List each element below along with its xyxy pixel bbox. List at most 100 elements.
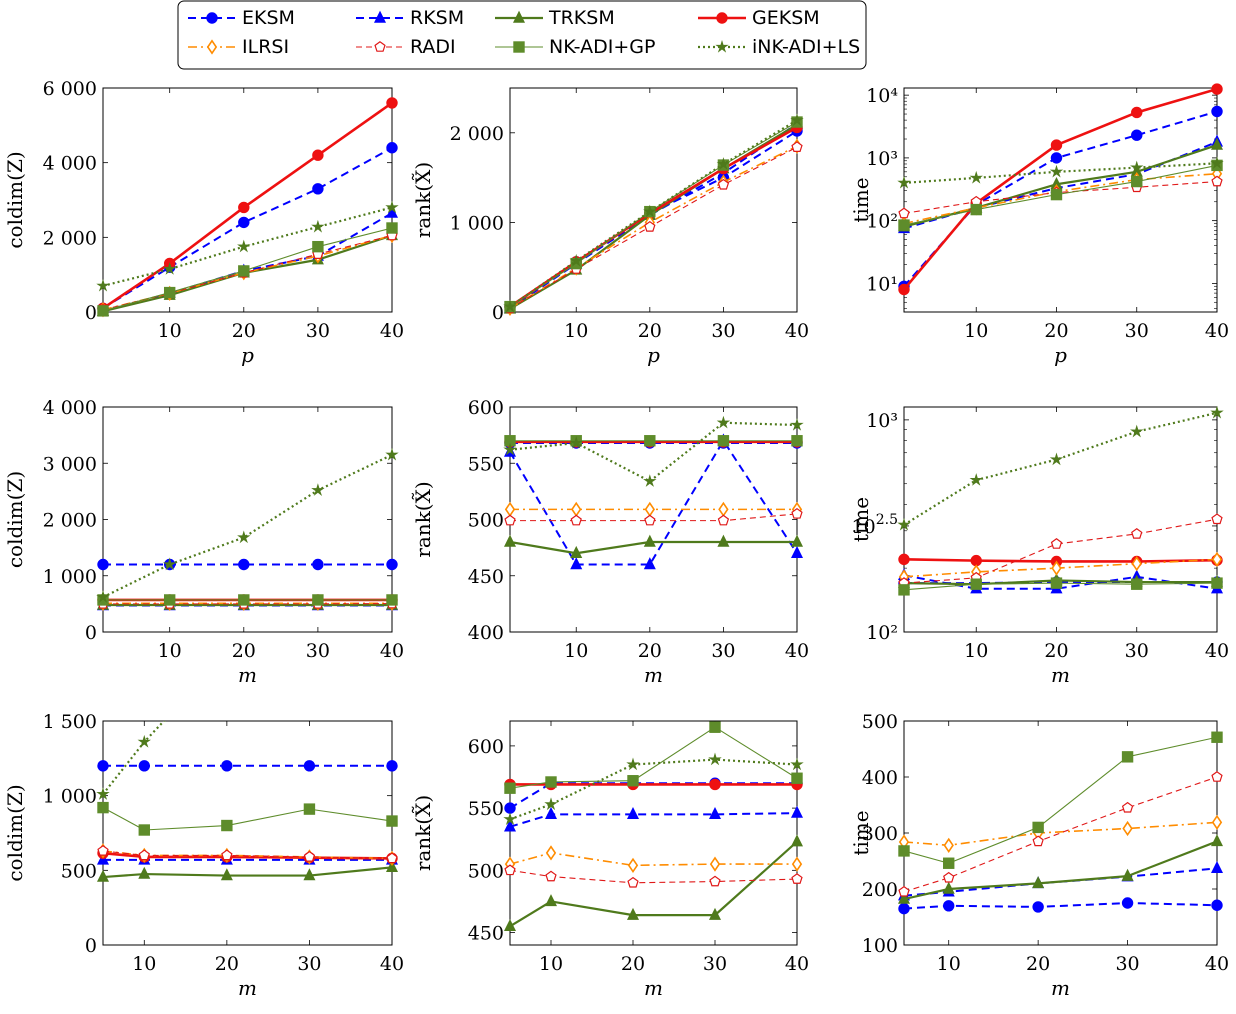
data-point [503,919,517,932]
data-point [570,557,583,570]
series-line-rksm [103,212,392,312]
data-point [1121,751,1134,763]
series-line-radi [904,518,1217,584]
legend-label: RKSM [410,7,464,29]
y-tick-label: 2 000 [43,227,97,249]
series-line-wrap [904,411,1217,526]
x-tick-label: 10 [937,953,961,975]
legend-item: TRKSM [495,7,615,29]
data-point [790,757,804,771]
data-point [303,803,316,815]
x-tick-label: 20 [621,953,645,975]
x-tick-label: 10 [539,953,563,975]
x-tick-label: 10 [564,320,588,342]
y-axis-label: coldim(Z) [3,784,27,881]
data-point [138,760,150,772]
data-point [1131,129,1143,141]
series-line-wrap [103,721,166,795]
data-point [311,483,325,496]
data-point [544,807,558,820]
x-axis-label: m [644,976,663,1000]
data-point [943,900,955,912]
data-point [385,200,399,214]
x-axis-label: p [647,343,660,367]
data-point [1131,106,1143,119]
y-tick-label: 2 000 [450,123,504,145]
legend-box [177,0,867,70]
legend-marker [374,41,386,52]
data-point [569,253,583,267]
data-point [221,760,233,772]
series-line-rksm [510,439,797,566]
data-point [943,837,954,853]
legend-item: EKSM [188,7,295,29]
data-point [312,240,324,253]
x-tick-label: 20 [638,640,662,662]
series-group [897,731,1224,915]
y-tick-label: 500 [61,860,97,882]
data-point [1130,424,1144,438]
data-point [386,760,398,772]
legend-marker [716,12,728,24]
legend-label: GEKSM [752,7,820,29]
y-tick-label: 500 [468,860,504,882]
data-point [312,594,324,606]
y-tick-label: 0 [85,302,97,324]
data-point [790,417,804,431]
plot-frame [509,87,798,313]
chart-panel-2: 10 20 30 40 0 1 000 2 000 p rank(X̃) [411,87,809,367]
y-tick-label: 100 [862,935,898,957]
series-line-wrap [103,453,392,599]
x-tick-label: 30 [306,320,330,342]
data-point [386,97,398,109]
data-point [1121,868,1134,881]
y-tick-label: 200 [862,879,898,901]
data-point [1121,897,1134,909]
data-point [643,204,657,218]
y-tick-label: 10³ [866,410,898,432]
data-point [790,534,804,547]
data-point [970,554,982,567]
x-tick-label: 40 [380,953,404,975]
data-point [386,594,398,606]
data-point [791,435,803,447]
chart-panel-1: 10 20 30 40 0 2 000 4 000 6 000 p coldim(Z) [3,78,404,367]
x-tick-label: 40 [380,640,404,662]
data-point [1211,83,1223,95]
x-tick-label: 40 [785,953,809,975]
data-point [303,760,316,772]
series-group [96,97,399,318]
data-point [644,220,656,232]
data-point [1210,137,1224,150]
x-tick-label: 10 [158,640,182,662]
chart-panel-8: 10 20 30 40 450 500 550 600 m rank(X̃) [411,720,809,1000]
series-line-eksm [103,146,392,310]
y-axis-label: coldim(Z) [3,471,27,568]
y-tick-label: 500 [862,711,898,733]
y-tick-label: 2 000 [43,510,97,532]
data-point [1211,771,1223,782]
y-tick-label: 10⁴ [866,85,898,107]
data-point [1050,538,1063,549]
legend-marker [512,10,526,23]
data-point [1210,834,1224,847]
series-line-wrap [510,421,797,483]
x-axis-label: m [1051,663,1070,687]
data-point [570,514,582,526]
y-tick-label: 6 000 [43,78,97,100]
series-line-radi [510,513,797,522]
series-line-ink-adi-ls [904,162,1217,184]
data-point [942,881,955,894]
x-tick-label: 40 [785,320,809,342]
x-tick-label: 20 [638,320,662,342]
data-point [545,845,557,861]
legend-item: ILRSI [188,36,289,58]
data-point [220,868,233,881]
data-point [708,907,722,920]
data-point [163,557,177,571]
data-point [238,201,250,214]
legend-label: ILRSI [242,36,289,58]
data-point [163,262,177,275]
y-tick-label: 0 [492,302,504,324]
data-point [1131,175,1143,188]
